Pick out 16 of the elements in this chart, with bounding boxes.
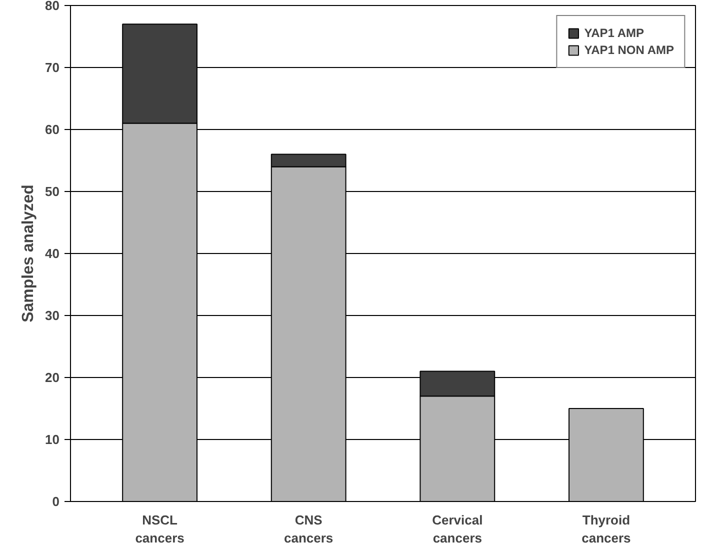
y-tick-label: 70 — [45, 60, 60, 75]
legend-label: YAP1 NON AMP — [584, 43, 674, 57]
x-tick-label: NSCL cancers — [135, 512, 184, 546]
y-tick-label: 20 — [45, 370, 60, 385]
y-tick-label: 30 — [45, 308, 60, 323]
y-tick-label: 40 — [45, 246, 60, 261]
y-tick-label: 80 — [45, 0, 60, 13]
x-tick-label: Cervical cancers — [432, 512, 483, 546]
legend-label: YAP1 AMP — [584, 26, 644, 40]
x-tick-label: CNS cancers — [284, 512, 334, 546]
x-tick-label: Thyroid cancers — [582, 512, 631, 546]
y-axis-title: Samples analyzed — [20, 184, 38, 322]
y-tick-label: 10 — [45, 432, 60, 447]
y-tick-label: 50 — [45, 184, 60, 199]
y-tick-label: 0 — [52, 494, 60, 509]
y-tick-label: 60 — [45, 122, 60, 137]
